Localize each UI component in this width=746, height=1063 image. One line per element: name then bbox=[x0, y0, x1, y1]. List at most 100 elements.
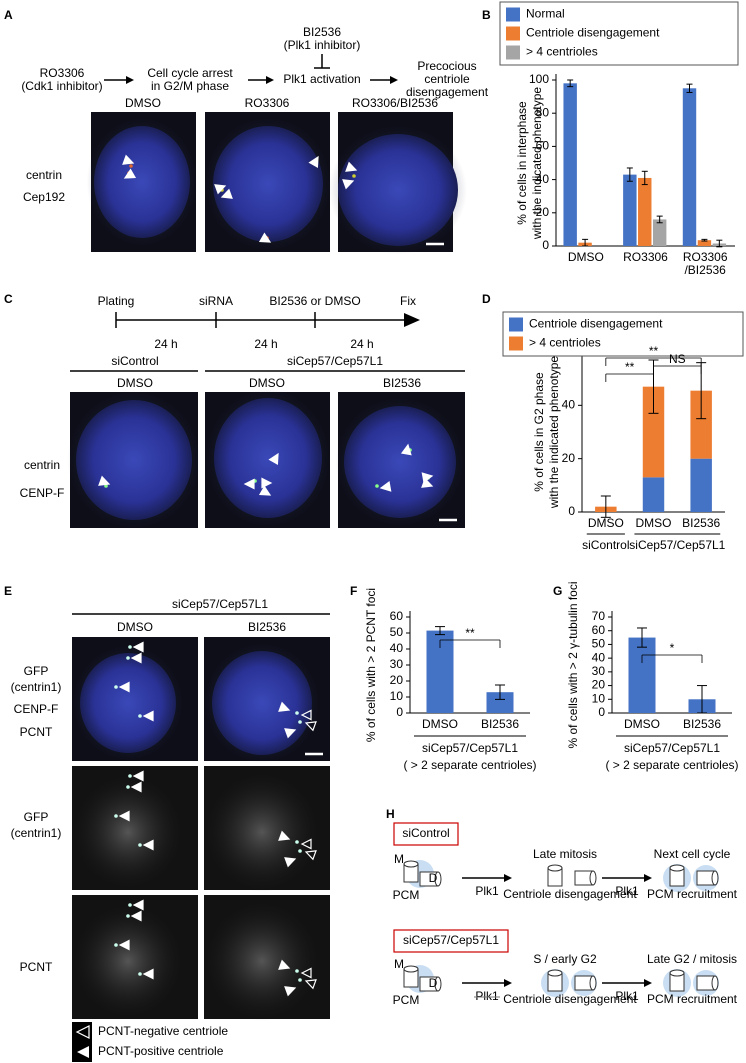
condition-label: siCep57/Cep57L1 bbox=[403, 933, 499, 947]
label: Fix bbox=[400, 294, 416, 308]
column-title: BI2536 bbox=[383, 376, 421, 390]
label: M bbox=[394, 957, 404, 971]
bar bbox=[638, 177, 652, 246]
y-tick-label: 20 bbox=[592, 678, 606, 692]
group-title: siCep57/Cep57L1 bbox=[287, 354, 383, 368]
legend-swatch bbox=[509, 317, 523, 332]
panel-label: A bbox=[4, 8, 13, 22]
arrowhead bbox=[130, 781, 142, 793]
panel-label: H bbox=[386, 807, 395, 821]
centriole-end bbox=[711, 975, 719, 991]
y-axis-label: % of cells with > 2 γ-tubulin foci bbox=[566, 581, 580, 748]
x-tick-label: RO3306 bbox=[623, 250, 668, 264]
condition-label: siControl bbox=[402, 826, 449, 840]
label: Centriole disengagement bbox=[503, 992, 637, 1006]
legend-label: Centriole disengagement bbox=[529, 317, 663, 331]
column-title: BI2536 bbox=[248, 620, 286, 634]
cell-signal bbox=[204, 772, 320, 892]
group-label: siCep57/Cep57L1 bbox=[422, 741, 518, 755]
legend-label: Centriole disengagement bbox=[526, 26, 660, 40]
arrowhead bbox=[304, 721, 317, 732]
label: Centriole disengagement bbox=[503, 887, 637, 901]
arrowhead bbox=[258, 232, 272, 243]
y-tick-label: 70 bbox=[592, 609, 606, 623]
stain-label: GFP bbox=[24, 664, 49, 678]
label: S / early G2 bbox=[533, 952, 597, 966]
bar-segment bbox=[690, 390, 712, 459]
arrowhead bbox=[300, 967, 312, 979]
bar bbox=[697, 240, 712, 246]
group-label: ( > 2 separate centrioles) bbox=[403, 758, 536, 772]
centriole-top bbox=[403, 860, 419, 868]
y-tick-label: 40 bbox=[592, 650, 606, 664]
cell-signal bbox=[72, 774, 184, 890]
x-tick-label: /BI2536 bbox=[684, 263, 726, 277]
arrowhead bbox=[118, 939, 130, 951]
nucleus bbox=[94, 126, 190, 238]
column-title: DMSO bbox=[117, 376, 153, 390]
cell-signal bbox=[204, 901, 320, 1021]
centriole-dot bbox=[375, 484, 379, 488]
condition-box bbox=[393, 929, 509, 953]
group-title: siCep57/Cep57L1 bbox=[172, 597, 268, 611]
y-axis-label: % of cells in G2 phase bbox=[532, 372, 546, 492]
arrowhead bbox=[220, 188, 233, 199]
centriole-dot bbox=[138, 843, 142, 847]
arrowhead bbox=[342, 179, 355, 190]
arrowhead bbox=[132, 770, 144, 782]
bar bbox=[652, 219, 667, 246]
label: Precocious bbox=[417, 59, 476, 73]
y-tick-label: 20 bbox=[390, 673, 404, 687]
y-tick-label: 0 bbox=[542, 238, 549, 252]
stage-arrow-head bbox=[644, 979, 652, 987]
y-tick-label: 50 bbox=[390, 625, 404, 639]
label: Plk1 bbox=[475, 989, 499, 1003]
label: 24 h bbox=[254, 337, 277, 351]
arrowhead bbox=[130, 652, 142, 664]
centriole-dot bbox=[126, 656, 130, 660]
label: Late G2 / mitosis bbox=[647, 952, 737, 966]
centriole-end bbox=[589, 870, 597, 886]
stain-label: CENP-F bbox=[20, 486, 65, 500]
legend-text: PCNT-negative centriole bbox=[98, 1024, 228, 1038]
bar-segment bbox=[690, 458, 712, 512]
arrowhead bbox=[142, 710, 154, 722]
group-label: ( > 2 separate centrioles) bbox=[605, 758, 738, 772]
column-title: DMSO bbox=[117, 620, 153, 634]
centriole-top bbox=[403, 965, 419, 973]
label: PCM recruitment bbox=[647, 992, 738, 1006]
label: Late mitosis bbox=[533, 847, 597, 861]
nucleus bbox=[212, 651, 312, 755]
arrowhead bbox=[278, 701, 291, 712]
centriole-dot bbox=[128, 774, 132, 778]
arrowhead bbox=[132, 899, 144, 911]
label: siRNA bbox=[199, 294, 233, 308]
y-tick-label: 0 bbox=[568, 504, 575, 518]
bar-segment bbox=[642, 477, 665, 512]
centriole-dot bbox=[298, 978, 302, 982]
y-tick-label: 100 bbox=[529, 72, 549, 86]
legend-swatch bbox=[506, 7, 520, 22]
legend-label: > 4 centrioles bbox=[526, 45, 598, 59]
legend-label: > 4 centrioles bbox=[529, 336, 601, 350]
x-tick-label: DMSO bbox=[624, 717, 660, 731]
arrowhead bbox=[243, 478, 255, 490]
centriole-dot bbox=[114, 943, 118, 947]
centriole-top bbox=[547, 864, 563, 872]
label: (Plk1 inhibitor) bbox=[284, 38, 361, 52]
arrowhead bbox=[284, 857, 297, 868]
centriole-dot bbox=[295, 840, 299, 844]
arrowhead bbox=[284, 986, 297, 997]
nucleus bbox=[80, 653, 176, 753]
bar bbox=[486, 692, 514, 713]
centriole-top bbox=[669, 864, 685, 872]
centriole-dot bbox=[114, 814, 118, 818]
nucleus bbox=[213, 126, 323, 242]
y-tick-label: 40 bbox=[562, 398, 576, 412]
centriole-end bbox=[434, 976, 442, 992]
x-tick-label: BI2536 bbox=[683, 717, 721, 731]
y-tick-label: 0 bbox=[396, 705, 403, 719]
y-tick-label: 60 bbox=[536, 139, 550, 153]
